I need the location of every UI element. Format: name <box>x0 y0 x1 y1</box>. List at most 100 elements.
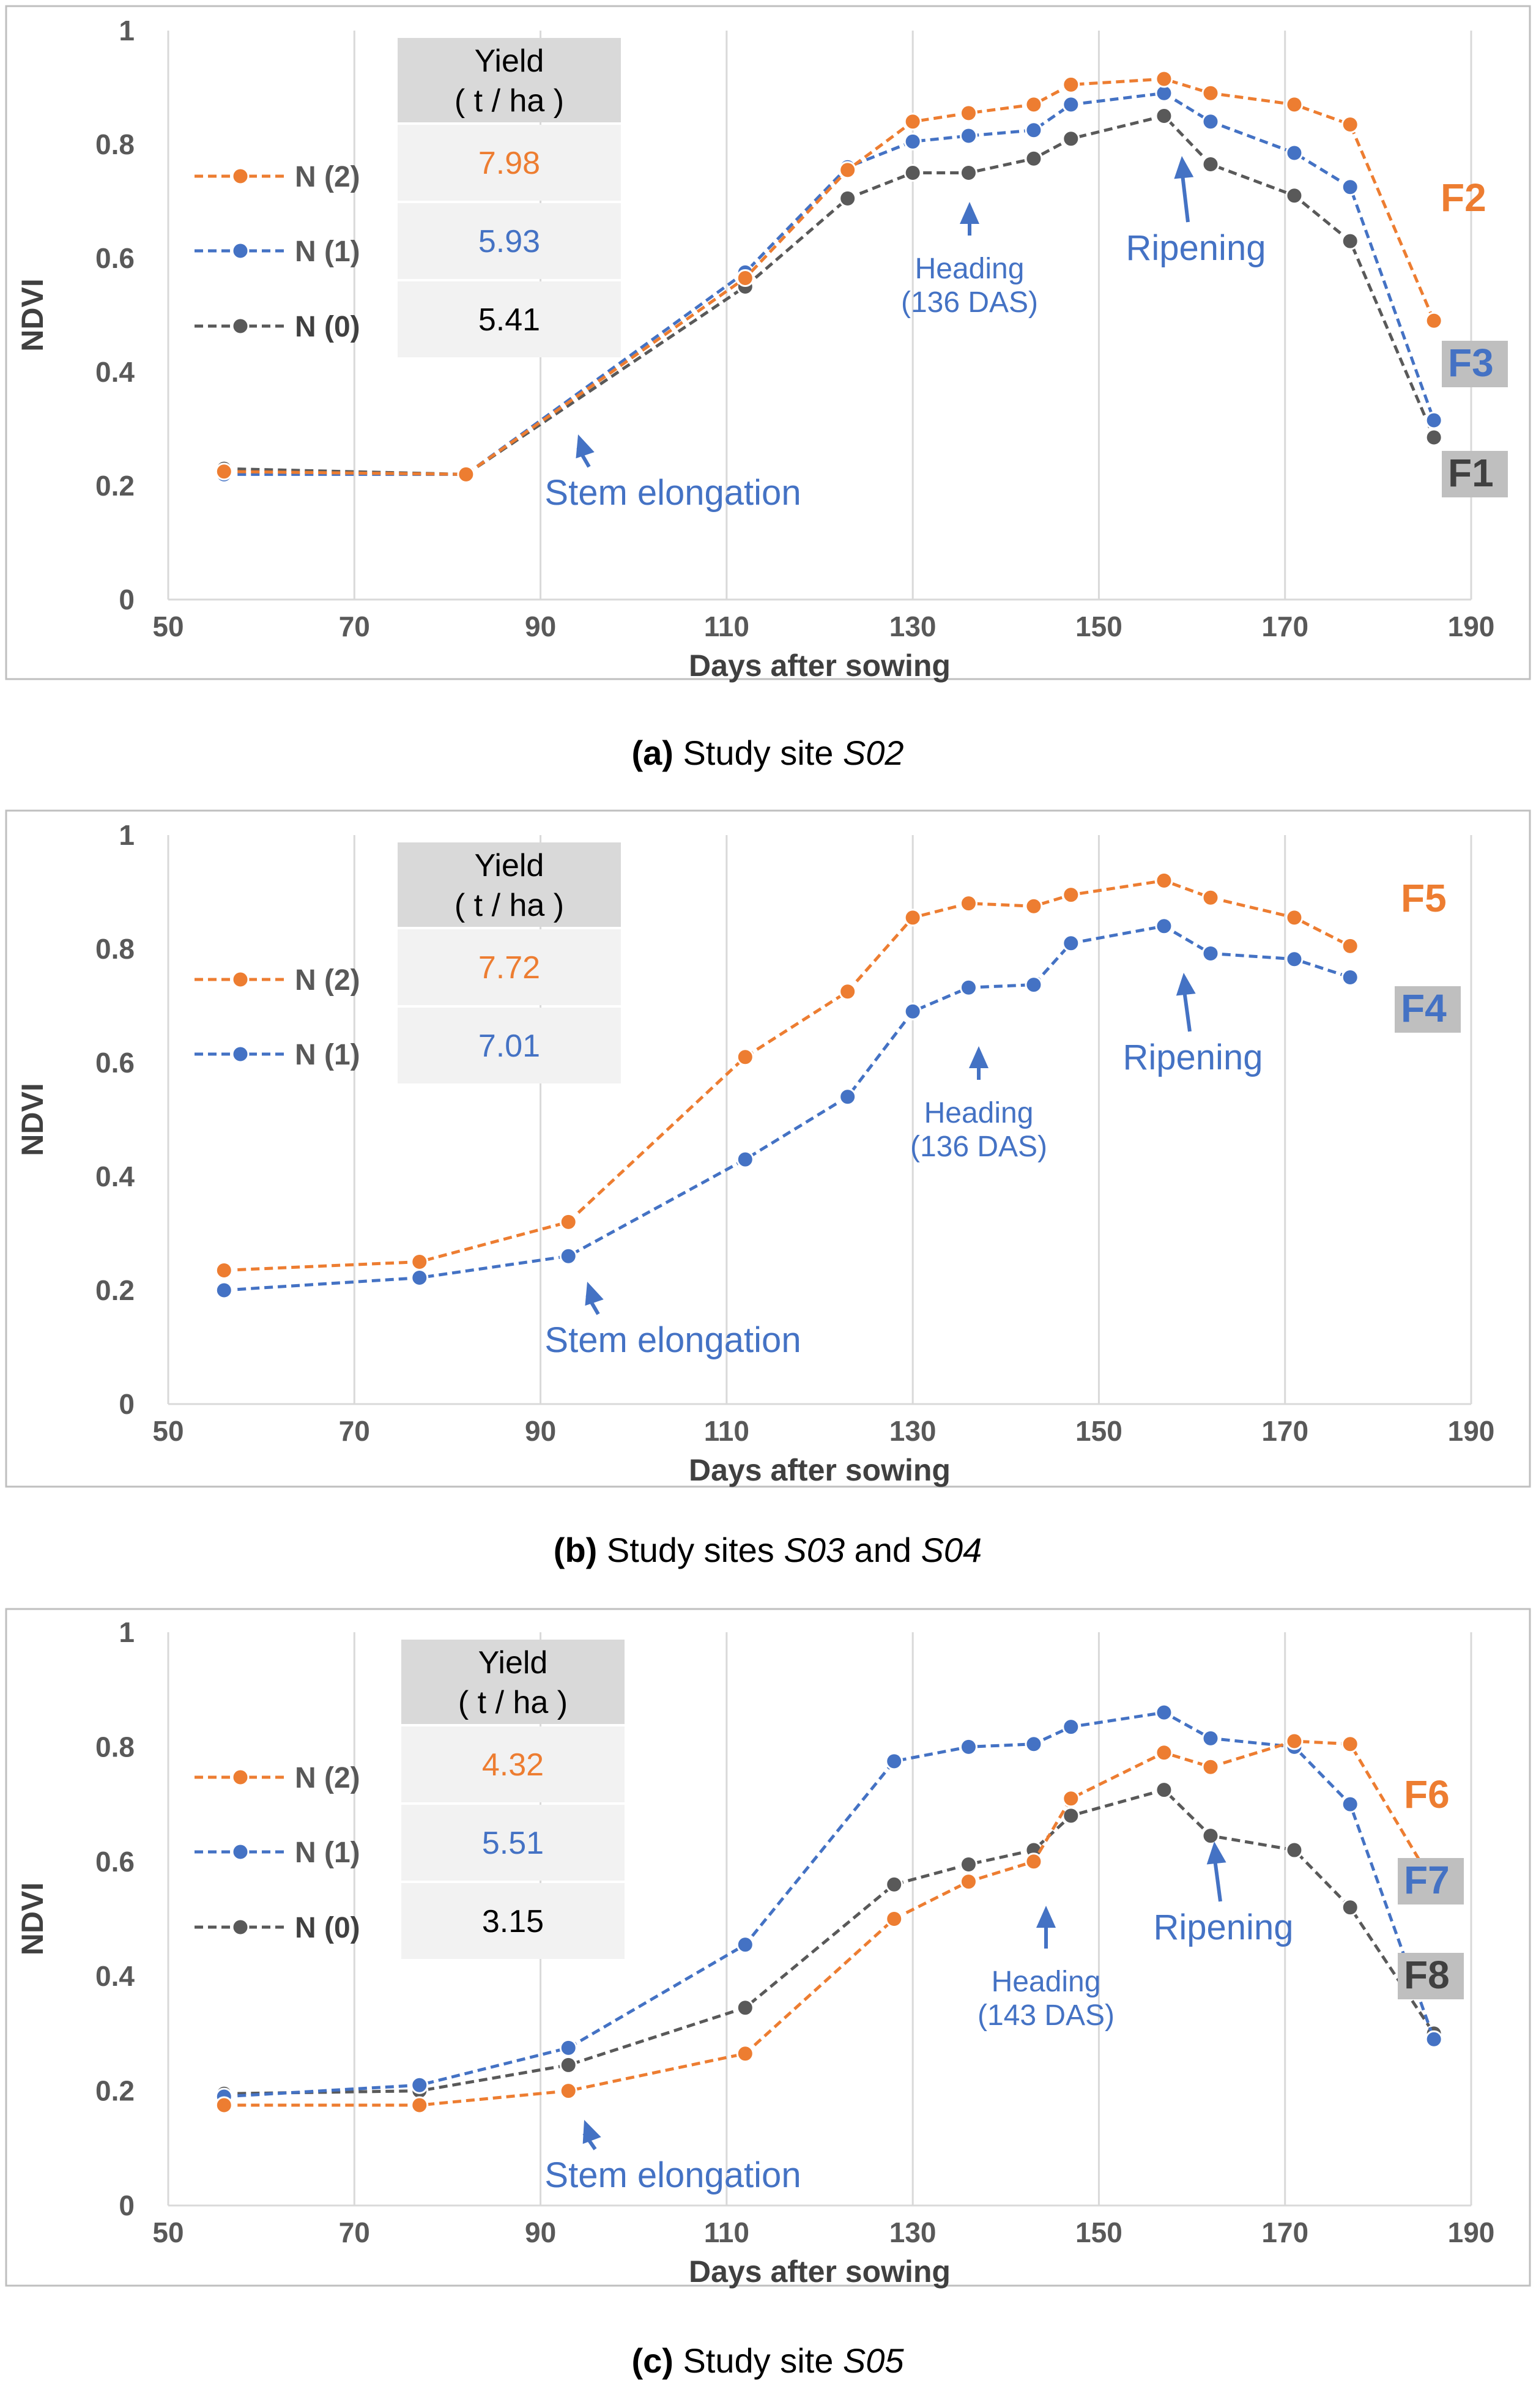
x-tick-label: 170 <box>1261 1415 1308 1447</box>
annotation-text: Stem elongation <box>544 473 801 513</box>
data-point-n1 <box>1201 944 1220 962</box>
y-tick-label: 0.4 <box>95 1960 135 1992</box>
data-point-n2 <box>839 983 857 1001</box>
field-label-bg <box>1398 1953 1464 1999</box>
x-tick-label: 150 <box>1075 611 1122 642</box>
data-point-n2 <box>1062 886 1080 904</box>
data-point-n2 <box>736 1048 754 1066</box>
chart-border <box>5 1608 1531 2287</box>
data-point-n1 <box>1285 950 1304 968</box>
data-point-n1 <box>1341 1795 1359 1813</box>
data-point-n2 <box>1285 909 1304 927</box>
y-axis-title: NDVI <box>15 1083 50 1156</box>
yield-header-cell <box>401 1640 625 1724</box>
data-point-n2 <box>903 909 922 927</box>
data-point-n2 <box>1201 84 1220 102</box>
y-tick-label: 0.8 <box>95 128 135 160</box>
yield-value-n1: 5.51 <box>482 1826 544 1861</box>
x-tick-label: 130 <box>889 1415 937 1447</box>
data-point-n0 <box>1285 187 1304 205</box>
legend-marker-n0 <box>231 1918 250 1936</box>
chart-border <box>5 5 1531 680</box>
data-point-n2 <box>736 2045 754 2063</box>
legend-marker-n2 <box>231 1768 250 1786</box>
data-point-n0 <box>903 164 922 182</box>
caption-text: Study site <box>673 734 843 772</box>
data-point-n1 <box>839 1088 857 1106</box>
caption-letter: (b) <box>554 1531 598 1569</box>
field-label-n1: F4 <box>1401 986 1447 1030</box>
data-point-n2 <box>215 2096 233 2114</box>
panel-caption: (a) Study site S02 <box>631 734 903 772</box>
x-tick-label: 170 <box>1261 2217 1308 2248</box>
data-point-n1 <box>1285 144 1304 162</box>
data-point-n1 <box>1155 1703 1173 1722</box>
yield-value-n2: 7.72 <box>478 950 540 986</box>
data-point-n1 <box>1155 917 1173 935</box>
data-point-n1 <box>1025 121 1043 139</box>
data-point-n0 <box>1425 428 1443 447</box>
y-tick-label: 0.6 <box>95 1047 135 1079</box>
x-tick-label: 90 <box>525 2217 556 2248</box>
annotation-text: Stem elongation <box>544 1320 801 1360</box>
data-point-n0 <box>1062 130 1080 148</box>
yield-value-n1: 7.01 <box>478 1028 540 1064</box>
legend-marker-n2 <box>231 167 250 185</box>
x-tick-label: 150 <box>1075 1415 1122 1447</box>
x-tick-label: 110 <box>704 611 749 642</box>
data-point-n2 <box>1025 897 1043 915</box>
legend-label-n2: N (2) <box>295 964 360 997</box>
y-tick-label: 0 <box>119 1388 135 1420</box>
x-tick-label: 90 <box>525 1415 556 1447</box>
data-point-n1 <box>410 2076 429 2094</box>
data-point-n2 <box>885 1910 903 1928</box>
yield-value-n2: 7.98 <box>478 146 540 181</box>
yield-cell <box>398 1008 621 1083</box>
data-point-n2 <box>1285 95 1304 114</box>
y-tick-label: 0 <box>119 2190 135 2221</box>
data-point-n1 <box>959 127 978 145</box>
data-point-n1 <box>885 1752 903 1771</box>
data-point-n1 <box>1341 968 1359 986</box>
data-point-n2 <box>1341 937 1359 955</box>
yield-value-n0: 5.41 <box>478 302 540 338</box>
x-tick-label: 50 <box>152 611 184 642</box>
data-point-n2 <box>457 465 475 483</box>
x-tick-label: 190 <box>1448 2217 1495 2248</box>
data-point-n2 <box>839 161 857 179</box>
data-point-n2 <box>1025 95 1043 114</box>
data-point-n0 <box>1062 1807 1080 1825</box>
data-point-n0 <box>1155 1781 1173 1799</box>
data-point-n1 <box>1062 1718 1080 1736</box>
data-point-n0 <box>839 189 857 207</box>
annotation-arrowhead <box>1174 156 1194 179</box>
yield-header-cell <box>398 842 621 927</box>
y-tick-label: 0.8 <box>95 933 135 965</box>
annotation-text: Stem elongation <box>544 2155 801 2195</box>
field-label-n1: F7 <box>1404 1858 1450 1902</box>
data-point-n1 <box>736 1150 754 1169</box>
yield-cell <box>401 1805 625 1881</box>
x-axis-title: Days after sowing <box>689 648 951 683</box>
data-point-n0 <box>559 2056 577 2074</box>
data-point-n2 <box>1201 888 1220 907</box>
legend-label-n0: N (0) <box>295 311 360 343</box>
data-point-n2 <box>1341 1735 1359 1753</box>
caption-site: S05 <box>843 2341 904 2380</box>
data-point-n2 <box>1341 115 1359 133</box>
x-axis-title: Days after sowing <box>689 1453 951 1487</box>
annotation-text: (136 DAS) <box>910 1131 1047 1163</box>
y-tick-label: 0.2 <box>95 470 135 502</box>
x-tick-label: 70 <box>339 2217 370 2248</box>
annotation-arrowhead <box>1036 1906 1056 1928</box>
x-tick-label: 190 <box>1448 611 1495 642</box>
chart-panel-2: 50 70 90 110 130 150 170 190 0 0.2 0.4 0.6 0.8 1 Days … <box>5 809 1531 1569</box>
annotation-arrowhead <box>585 1282 604 1306</box>
legend-marker-n1 <box>231 242 250 260</box>
x-axis-title: Days after sowing <box>689 2254 951 2289</box>
data-point-n1 <box>1201 1729 1220 1747</box>
data-point-n1 <box>1062 934 1080 953</box>
data-point-n1 <box>1201 113 1220 131</box>
x-tick-label: 190 <box>1448 1415 1495 1447</box>
y-tick-label: 0.6 <box>95 1846 135 1878</box>
